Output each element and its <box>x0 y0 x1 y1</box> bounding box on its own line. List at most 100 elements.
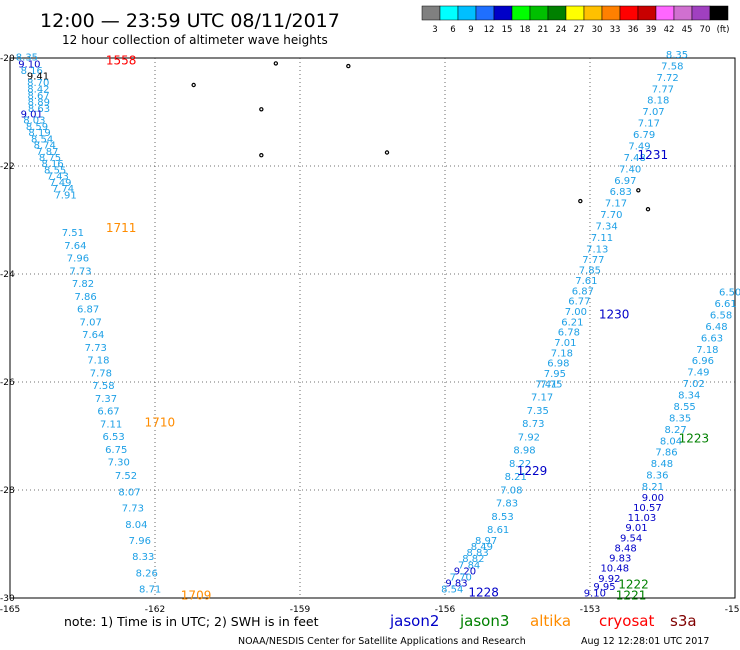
wave-height-value: 8.18 <box>647 96 669 107</box>
wave-height-value: 7.35 <box>527 406 549 417</box>
wave-height-value: 8.16 <box>41 159 63 170</box>
colorbar-legend: 3 6 9 12 15 18 21 24 27 30 33 36 39 42 45 70 (ft) <box>421 5 729 35</box>
wave-height-value: 7.01 <box>554 338 576 349</box>
wave-height-value: 6.96 <box>692 356 714 367</box>
colorbar-label: 3 <box>432 25 437 35</box>
x-tick-label: -159 <box>290 605 311 615</box>
wave-height-value: 6.79 <box>633 130 655 141</box>
footer-credit: NOAA/NESDIS Center for Satellite Applica… <box>238 636 526 647</box>
wave-height-value: 6.63 <box>701 333 723 344</box>
wave-height-value: 8.70 <box>27 78 49 89</box>
wave-height-value: 7.64 <box>82 330 104 341</box>
track-1222: 9.0010.5711.039.019.548.489.8310.489.921… <box>598 493 664 592</box>
wave-height-value: 7.52 <box>115 471 137 482</box>
wave-height-value: 8.35 <box>16 53 38 64</box>
colorbar-swatch <box>547 5 567 21</box>
wave-height-value: 8.83 <box>466 548 488 559</box>
colorbar-swatch <box>691 5 711 21</box>
satellite-legend-jason3: jason3 <box>459 612 509 630</box>
wave-height-value: 8.42 <box>27 85 49 96</box>
footer: note: 1) Time is in UTC; 2) SWH is in fe… <box>64 612 709 647</box>
wave-height-value: 7.37 <box>95 394 117 405</box>
wave-height-value: 7.43 <box>47 172 69 183</box>
wave-height-value: 7.00 <box>565 307 587 318</box>
wave-height-value: 7.92 <box>518 432 540 443</box>
wave-height-value: 8.55 <box>44 165 66 176</box>
wave-height-value: 6.97 <box>614 176 636 187</box>
track-1223: 6.506.616.586.486.637.186.967.497.028.34… <box>642 288 740 493</box>
wave-height-value: 7.58 <box>92 381 114 392</box>
wave-height-value: 7.82 <box>72 279 94 290</box>
satellite-legend-jason2: jason2 <box>389 612 439 630</box>
x-tick-label: -156 <box>435 605 456 615</box>
colorbar-label: 33 <box>610 25 621 35</box>
y-tick-label: -24 <box>0 270 15 280</box>
wave-height-value: 7.77 <box>582 255 604 266</box>
y-tick-label: -22 <box>0 162 15 172</box>
wave-height-value: 8.59 <box>26 122 48 133</box>
wave-height-value: 7.49 <box>49 178 71 189</box>
wave-height-value: 7.83 <box>496 499 518 510</box>
colorbar-swatch <box>619 5 639 21</box>
island-mark <box>273 61 279 66</box>
x-tick-label: -150 <box>725 605 740 615</box>
x-tick-label: -162 <box>145 605 165 615</box>
track-1558: 8.359.108.16 1558 <box>16 53 137 77</box>
wave-height-value: 7.18 <box>87 356 109 367</box>
colorbar-swatch <box>637 5 657 21</box>
colorbar-label: 39 <box>646 25 657 35</box>
track-time-label: 1558 <box>106 54 137 68</box>
wave-height-value: 9.00 <box>642 493 664 504</box>
wave-height-value: 7.77 <box>652 84 674 95</box>
wave-height-value: 7.72 <box>656 73 678 84</box>
colorbar-label: 30 <box>592 25 603 35</box>
wave-height-value: 9.54 <box>620 533 642 544</box>
satellite-legend-altika: altika <box>530 612 571 630</box>
wave-height-value: 10.48 <box>600 564 629 575</box>
island-mark <box>636 188 641 193</box>
chart-subtitle: 12 hour collection of altimeter wave hei… <box>62 33 328 47</box>
wave-height-value: 7.49 <box>628 141 650 152</box>
wave-height-value: 7.70 <box>600 210 622 221</box>
wave-height-value: 9.92 <box>598 574 620 585</box>
wave-height-value: 8.22 <box>509 459 531 470</box>
wave-height-value: 8.26 <box>136 568 158 579</box>
colorbar-label: 42 <box>664 25 675 35</box>
wave-height-value: 8.27 <box>664 425 686 436</box>
colorbar-swatch <box>511 5 531 21</box>
wave-height-value: 8.74 <box>34 141 56 152</box>
y-tick-label: -30 <box>0 594 15 604</box>
wave-height-value: 9.41 <box>27 72 49 83</box>
colorbar-label: 12 <box>484 25 495 35</box>
wave-height-value: 9.10 <box>584 588 606 599</box>
colorbar-swatch <box>493 5 513 21</box>
wave-height-value: 7.73 <box>85 343 107 354</box>
island-mark <box>346 63 351 69</box>
wave-height-value: 9.95 <box>593 582 615 593</box>
y-tick-label: -20 <box>0 54 15 64</box>
wave-height-value: 6.87 <box>572 286 594 297</box>
colorbar-swatch <box>529 5 549 21</box>
wave-height-value: 7.41 <box>535 379 557 390</box>
wave-height-value: 9.83 <box>445 579 467 590</box>
colorbar-label: 27 <box>574 25 585 35</box>
track-1229: 7.41 7.17 7.35 8.73 7.92 8.98 8.22 8.21 7.08 7.83… <box>487 379 558 536</box>
track-time-label: 1228 <box>468 586 499 600</box>
wave-height-value: 7.18 <box>551 348 573 359</box>
wave-height-value: 8.97 <box>475 536 497 547</box>
wave-height-value: 6.61 <box>714 299 736 310</box>
colorbar-label: 21 <box>538 25 549 35</box>
wave-height-value: 8.98 <box>513 446 535 457</box>
wave-height-value: 7.08 <box>500 485 522 496</box>
wave-height-value: 7.85 <box>579 266 601 277</box>
wave-height-value: 8.07 <box>118 487 140 498</box>
wave-height-value: 9.01 <box>21 109 43 120</box>
wave-height-value: 7.95 <box>544 369 566 380</box>
track-1228: 8.978.498.838.827.849.207.709.838.54 1228 <box>441 536 499 600</box>
track-time-label: 1231 <box>638 148 669 162</box>
wave-height-value: 7.87 <box>36 147 58 158</box>
wave-height-value: 9.20 <box>454 566 476 577</box>
wave-height-value: 10.57 <box>633 503 662 514</box>
colorbar-swatch <box>655 5 675 21</box>
